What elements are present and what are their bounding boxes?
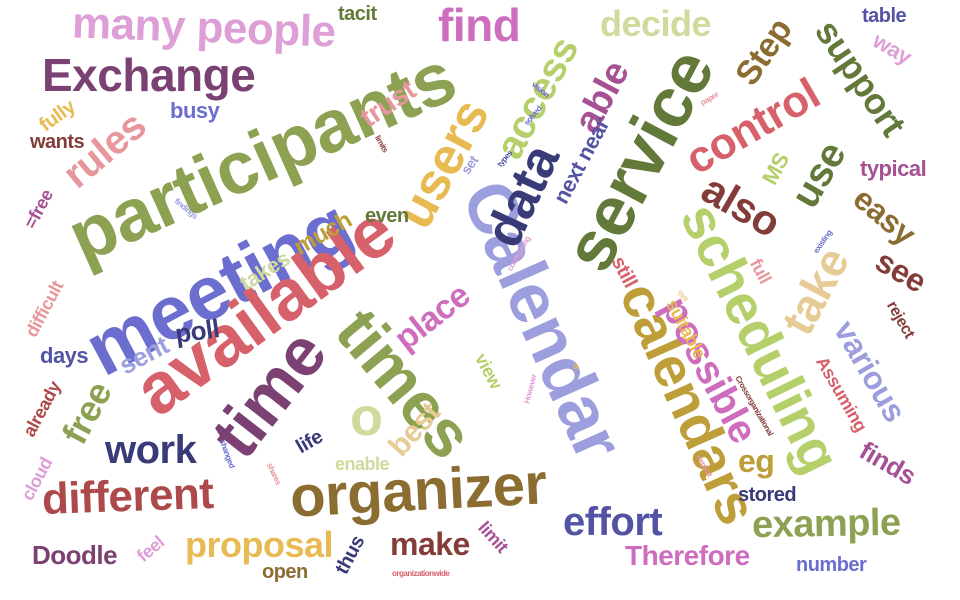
word: support	[807, 12, 915, 144]
word: poll	[173, 313, 222, 349]
word: wants	[30, 131, 85, 153]
word: enable	[335, 454, 390, 474]
word: easy	[846, 179, 923, 253]
word: thus	[330, 532, 370, 578]
word: effort	[563, 500, 663, 544]
word: many people	[71, 0, 337, 57]
word: organizationwide	[392, 569, 450, 578]
word: make	[390, 526, 470, 562]
word: even	[365, 205, 409, 227]
word: place	[387, 276, 478, 358]
word: number	[796, 554, 867, 576]
word: tacit	[338, 3, 377, 25]
word: limit	[474, 517, 513, 557]
word: stored	[738, 484, 797, 506]
word: different	[41, 469, 215, 524]
word: typical	[860, 156, 927, 181]
word: eg	[738, 443, 775, 479]
word: life	[292, 425, 327, 459]
word: o	[350, 387, 383, 447]
word: Exchange	[42, 49, 256, 101]
word: view	[470, 349, 507, 393]
word: days	[40, 343, 89, 368]
word: work	[105, 428, 197, 472]
word: shares	[264, 461, 283, 487]
word: finds	[854, 435, 922, 491]
word: fully	[35, 95, 80, 137]
word: open	[262, 561, 308, 583]
word: a	[573, 361, 579, 372]
word: table	[862, 5, 907, 27]
word: reject	[882, 298, 918, 342]
word: feel	[132, 532, 169, 566]
word: busy	[170, 98, 220, 123]
word: see	[869, 242, 933, 300]
word: difficult	[21, 277, 68, 341]
word: find	[438, 0, 521, 51]
word: decide	[600, 3, 712, 44]
word: Therefore	[625, 540, 750, 571]
word: use	[782, 134, 855, 216]
word: proposal	[185, 524, 334, 565]
word: way	[868, 27, 916, 70]
word: =free	[20, 186, 57, 232]
word: example	[751, 501, 901, 547]
word: organizer	[288, 451, 549, 530]
word: Doodle	[32, 540, 118, 570]
